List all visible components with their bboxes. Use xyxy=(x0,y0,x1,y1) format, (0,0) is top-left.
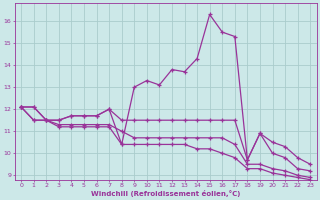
X-axis label: Windchill (Refroidissement éolien,°C): Windchill (Refroidissement éolien,°C) xyxy=(91,190,240,197)
